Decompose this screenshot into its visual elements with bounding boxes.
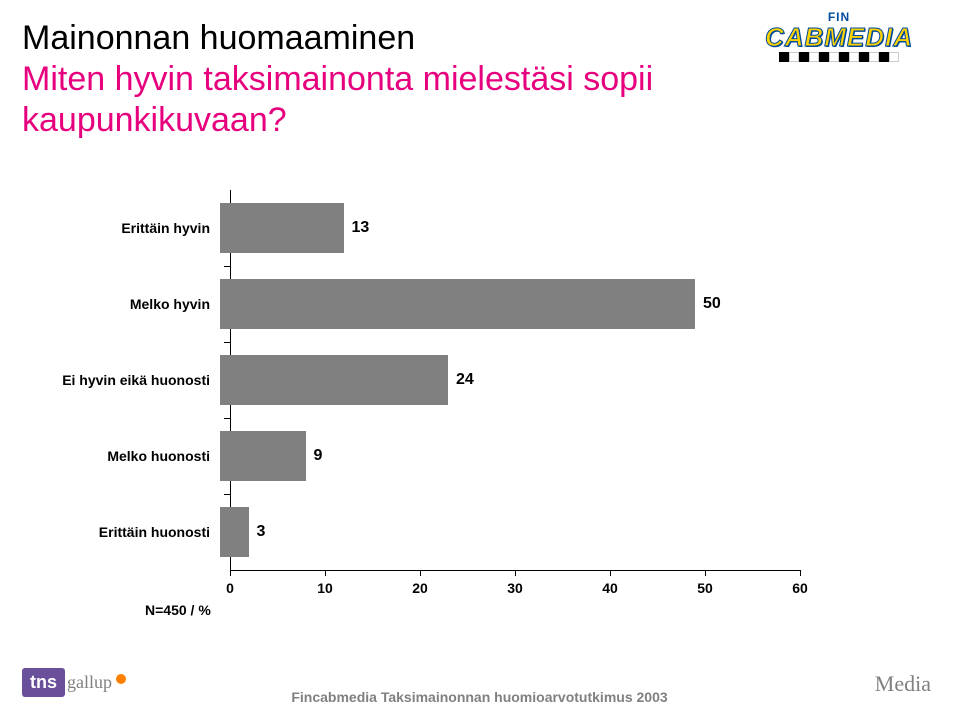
y-axis-tick <box>224 494 230 495</box>
y-axis-tick <box>224 418 230 419</box>
bar-row: Melko huonosti9 <box>60 431 840 481</box>
category-label: Erittäin hyvin <box>60 220 220 236</box>
bar-area: 3 <box>220 507 840 557</box>
bar-value-label: 13 <box>352 219 370 237</box>
bar-area: 24 <box>220 355 840 405</box>
footer-media-label: Media <box>875 671 931 697</box>
x-axis-tick <box>230 570 231 576</box>
x-axis-tick-label: 0 <box>226 580 234 596</box>
title-line-1: Mainonnan huomaaminen <box>22 18 729 59</box>
footer-caption: Fincabmedia Taksimainonnan huomioarvotut… <box>0 689 959 705</box>
bar: 3 <box>220 507 249 557</box>
x-axis-tick-label: 60 <box>792 580 808 596</box>
bar-row: Melko hyvin50 <box>60 279 840 329</box>
bar-area: 9 <box>220 431 840 481</box>
bar-row: Erittäin hyvin13 <box>60 203 840 253</box>
bar-value-label: 9 <box>314 447 323 465</box>
category-label: Erittäin huonosti <box>60 524 220 540</box>
y-axis-tick <box>224 342 230 343</box>
x-axis-tick <box>610 570 611 576</box>
x-axis-tick <box>515 570 516 576</box>
bar: 50 <box>220 279 695 329</box>
x-axis-tick <box>705 570 706 576</box>
logo-checker-pattern <box>739 52 939 62</box>
x-axis-tick <box>420 570 421 576</box>
cabmedia-logo: FIN CABMEDIA <box>739 10 939 70</box>
category-label: Ei hyvin eikä huonosti <box>60 372 220 388</box>
category-label: Melko hyvin <box>60 296 220 312</box>
x-axis-tick <box>325 570 326 576</box>
logo-brand-text: CABMEDIA <box>739 24 939 50</box>
chart-note: N=450 / % <box>145 602 211 618</box>
bar-area: 50 <box>220 279 840 329</box>
bar-row: Erittäin huonosti3 <box>60 507 840 557</box>
bar-area: 13 <box>220 203 840 253</box>
title-line-2: Miten hyvin taksimainonta mielestäsi sop… <box>22 59 729 100</box>
y-axis-tick <box>224 266 230 267</box>
x-axis-tick-label: 10 <box>317 580 333 596</box>
bar-value-label: 50 <box>703 295 721 313</box>
x-axis-tick-label: 40 <box>602 580 618 596</box>
bar: 13 <box>220 203 344 253</box>
x-axis-tick-label: 20 <box>412 580 428 596</box>
bar-value-label: 24 <box>456 371 474 389</box>
bar: 24 <box>220 355 448 405</box>
bar-row: Ei hyvin eikä huonosti24 <box>60 355 840 405</box>
gallup-dot-icon <box>116 674 126 684</box>
bar-value-label: 3 <box>257 523 266 541</box>
bar-chart: N=450 / % Erittäin hyvin13Melko hyvin50E… <box>60 190 840 610</box>
x-axis-tick-label: 30 <box>507 580 523 596</box>
slide-title: Mainonnan huomaaminen Miten hyvin taksim… <box>22 18 729 140</box>
title-line-3: kaupunkikuvaan? <box>22 100 729 141</box>
x-axis-tick-label: 50 <box>697 580 713 596</box>
category-label: Melko huonosti <box>60 448 220 464</box>
bar: 9 <box>220 431 306 481</box>
x-axis-tick <box>800 570 801 576</box>
